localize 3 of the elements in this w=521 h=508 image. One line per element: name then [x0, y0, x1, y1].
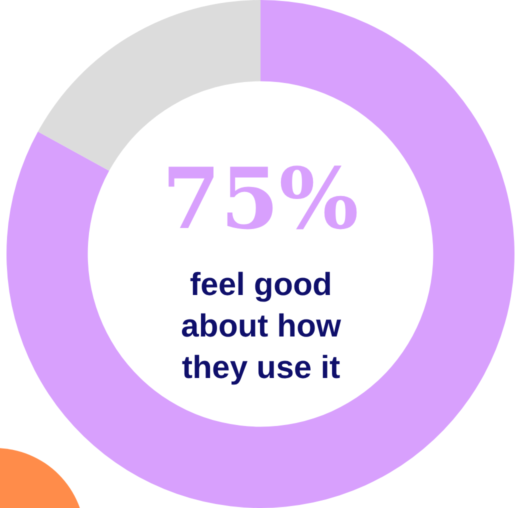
donut-slice	[6, 0, 514, 508]
text: feel good about how they use it	[181, 266, 342, 386]
text: 75%	[162, 149, 359, 248]
